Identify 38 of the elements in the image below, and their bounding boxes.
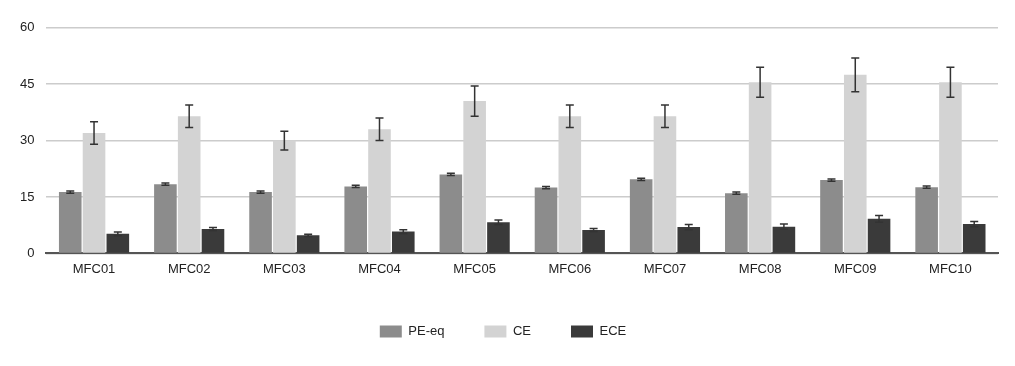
bar <box>629 179 653 253</box>
x-tick-label: MFC03 <box>263 260 306 276</box>
y-tick-label: 15 <box>19 188 35 204</box>
x-tick-label: MFC01 <box>72 260 116 276</box>
x-tick-label: MFC10 <box>929 260 972 276</box>
bar <box>201 228 225 253</box>
bar <box>249 192 272 253</box>
bar <box>772 226 796 253</box>
bar <box>820 180 843 253</box>
bar <box>962 224 986 253</box>
legend-label: CE <box>512 323 532 339</box>
bar <box>391 231 415 253</box>
x-tick-label: MFC06 <box>548 260 592 276</box>
y-tick-label: 0 <box>27 244 35 260</box>
y-tick-label: 30 <box>19 132 35 148</box>
bar <box>344 186 368 253</box>
bar <box>725 193 748 253</box>
bar <box>534 187 558 253</box>
y-tick-label: 60 <box>19 19 35 35</box>
legend-label: ECE <box>599 323 627 339</box>
bar <box>487 222 510 253</box>
legend-label: PE-eq <box>408 323 445 339</box>
bar <box>439 174 463 253</box>
y-tick-label: 45 <box>19 75 35 91</box>
bar <box>677 227 701 253</box>
x-tick-label: MFC02 <box>167 260 211 276</box>
bar <box>58 192 82 253</box>
bar <box>106 233 130 253</box>
x-tick-label: MFC07 <box>643 260 687 276</box>
bar <box>915 187 938 253</box>
bar <box>296 235 320 253</box>
x-tick-label: MFC05 <box>453 260 496 276</box>
bar <box>154 184 177 253</box>
bar <box>582 230 605 253</box>
x-tick-label: MFC04 <box>358 260 401 276</box>
bar <box>867 218 891 253</box>
x-tick-label: MFC09 <box>833 260 877 276</box>
x-tick-label: MFC08 <box>738 260 782 276</box>
